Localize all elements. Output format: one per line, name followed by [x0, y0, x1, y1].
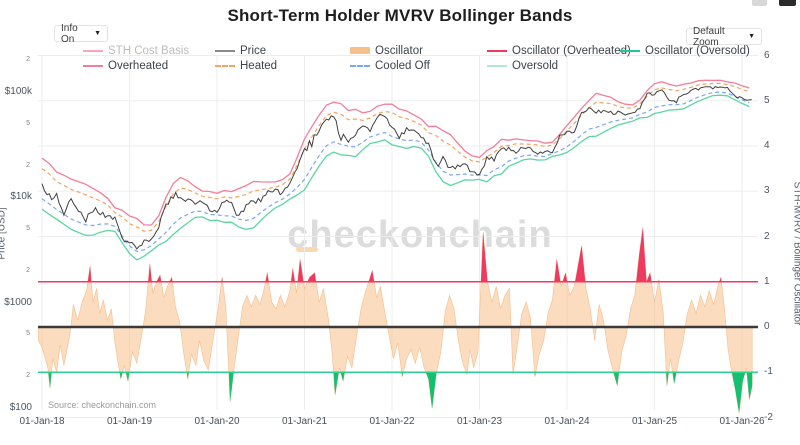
watermark-logo-icon: [296, 247, 318, 252]
legend-label: STH Cost Basis: [108, 44, 190, 57]
y-right-tick: 2: [764, 230, 770, 242]
chevron-down-icon: ▼: [94, 30, 101, 37]
legend-label: Oversold: [512, 59, 559, 72]
y-left-minor-tick: 2: [26, 56, 30, 64]
zoom-dropdown-label: Default Zoom: [693, 25, 725, 48]
legend-swatch-oversold-icon: [487, 64, 507, 67]
legend-swatch-price-icon: [215, 49, 235, 52]
legend-item-oscillator-oversold[interactable]: Oscillator (Oversold): [620, 44, 750, 57]
info-dropdown[interactable]: Info On ▼: [54, 22, 108, 45]
page-title: Short-Term Holder MVRV Bollinger Bands: [227, 6, 573, 25]
x-axis-tick: 01-Jan-22: [369, 416, 415, 427]
legend-label: Oscillator (Oversold): [645, 44, 750, 57]
chevron-down-icon: ▼: [748, 33, 755, 40]
legend-swatch-heated-icon: [215, 64, 235, 67]
legend-label: Cooled Off: [375, 59, 430, 72]
legend-label: Oscillator: [375, 44, 423, 57]
x-axis-tick: 01-Jan-24: [544, 416, 590, 427]
x-axis-tick: 01-Jan-18: [19, 416, 65, 427]
right-axis-title: STH-MVRV / Bollinger Oscillator: [791, 181, 800, 326]
legend-swatch-sth-cost-basis-icon: [83, 49, 103, 52]
x-axis-tick: 01-Jan-20: [194, 416, 240, 427]
legend-label: Price: [240, 44, 267, 57]
legend-item-heated[interactable]: Heated: [215, 59, 277, 72]
left-axis-title: Price [USD]: [0, 207, 8, 260]
legend-label: Oscillator (Overheated): [512, 44, 631, 57]
source-label: Source: checkonchain.com: [48, 400, 157, 410]
legend-item-sth-cost-basis[interactable]: STH Cost Basis: [83, 44, 189, 57]
y-right-tick: 3: [764, 185, 770, 197]
y-right-tick: 6: [764, 49, 770, 61]
legend-item-oscillator[interactable]: Oscillator: [350, 44, 423, 57]
y-right-tick: -1: [764, 366, 773, 378]
legend-item-cooled-off[interactable]: Cooled Off: [350, 59, 430, 72]
y-right-tick: 5: [764, 94, 770, 106]
menu-icon[interactable]: [779, 0, 796, 6]
y-left-minor-tick: 5: [26, 330, 30, 338]
legend-swatch-oscillator-oversold-icon: [620, 49, 640, 52]
y-left-minor-tick: 5: [26, 119, 30, 127]
y-right-tick: -2: [764, 411, 773, 423]
x-axis-tick: 01-Jan-26: [719, 416, 765, 427]
x-axis-tick: 01-Jan-21: [281, 416, 328, 427]
legend-swatch-oscillator-overheated-icon: [487, 49, 507, 52]
y-left-minor-tick: 2: [26, 267, 30, 274]
x-axis-tick: 01-Jan-19: [106, 416, 153, 427]
y-left-tick: $1000: [4, 296, 32, 308]
y-left-minor-tick: 2: [26, 372, 30, 380]
info-dropdown-label: Info On: [61, 22, 78, 45]
legend-item-price[interactable]: Price: [215, 44, 266, 57]
legend-swatch-oscillator-icon: [350, 47, 370, 54]
legend-label: Heated: [240, 59, 278, 72]
legend-item-overheated[interactable]: Overheated: [83, 59, 168, 72]
legend-item-oscillator-overheated[interactable]: Oscillator (Overheated): [487, 44, 631, 57]
y-right-tick: 1: [764, 275, 770, 287]
legend-item-oversold[interactable]: Oversold: [487, 59, 558, 72]
y-right-tick: 4: [764, 140, 770, 151]
y-right-tick: 0: [764, 321, 770, 332]
y-left-tick: $100k: [4, 86, 32, 98]
y-left-tick: $100: [9, 402, 32, 413]
legend-swatch-cooled-off-icon: [350, 64, 370, 67]
camera-icon[interactable]: [752, 0, 767, 6]
legend-swatch-overheated-icon: [83, 64, 103, 67]
y-left-minor-tick: 2: [26, 161, 30, 169]
x-axis-tick: 01-Jan-25: [631, 416, 678, 427]
y-left-tick: $10k: [10, 191, 32, 203]
x-axis-tick: 01-Jan-23: [456, 416, 503, 427]
zoom-dropdown[interactable]: Default Zoom ▼: [686, 25, 762, 48]
legend-label: Overheated: [108, 59, 169, 72]
y-left-minor-tick: 5: [26, 225, 30, 233]
